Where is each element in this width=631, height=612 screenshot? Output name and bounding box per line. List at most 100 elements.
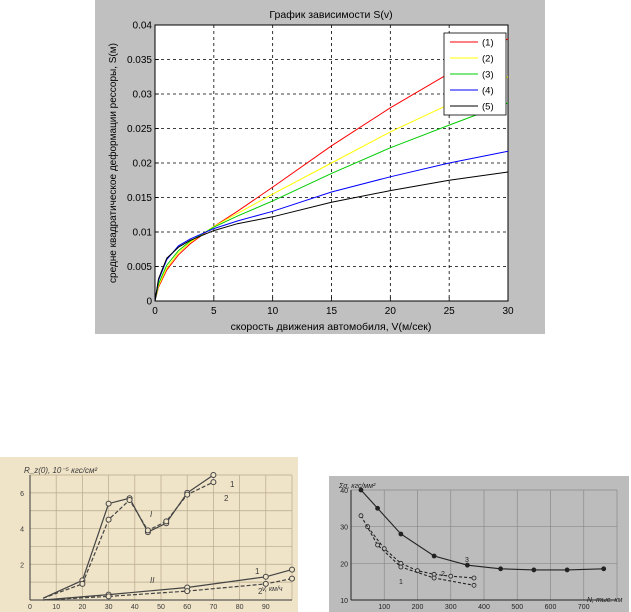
- y-ticks: 10 20 30 40: [340, 488, 348, 605]
- data-point: [144, 527, 151, 534]
- x-tick-label: 400: [478, 604, 490, 611]
- y-tick-label: 0.015: [127, 193, 152, 204]
- y-tick-label: 6: [20, 491, 24, 498]
- data-point: [564, 567, 570, 573]
- legend-label-4: (4): [482, 86, 494, 97]
- series-line-1: [154, 38, 509, 302]
- x-tick-label: 5: [211, 306, 217, 317]
- x-axis-label: v, км/ч: [262, 586, 283, 593]
- annotation-2: 2: [441, 571, 445, 578]
- x-tick-label: 200: [412, 604, 424, 611]
- data-point: [448, 573, 454, 579]
- data-point: [289, 566, 295, 573]
- data-point: [471, 575, 477, 581]
- legend-label-2: (2): [482, 54, 494, 65]
- x-tick-label: 20: [385, 306, 397, 317]
- y-tick-label: 20: [340, 561, 348, 568]
- x-tick-label: 50: [157, 604, 165, 611]
- data-point: [105, 593, 112, 600]
- chart-bottom-left: 0 10 20 30 40 50 60 70 80 90 2 4 6 R_z(0), 10⁻⁵ кгс…: [0, 457, 298, 612]
- y-tick-label: 0.04: [133, 21, 153, 32]
- data-point: [210, 472, 217, 478]
- data-point: [184, 491, 191, 498]
- annotation-1-top: 1: [230, 480, 235, 489]
- x-ticks: 0 5 10 15 20 25 30: [152, 297, 514, 317]
- chart-top: 0 5 10 15 20 25 30 0 0.005 0.01 0.015 0.02 0.025 0.0…: [95, 0, 545, 334]
- y-ticks: 2 4 6: [20, 491, 24, 569]
- annotation-I: I: [150, 510, 153, 519]
- x-tick-label: 10: [267, 306, 279, 317]
- data-point: [431, 575, 437, 581]
- legend: (1) (2) (3) (4) (5): [443, 32, 507, 116]
- series-line-2: [154, 76, 509, 302]
- data-point: [262, 580, 269, 587]
- series-line-5: [154, 171, 509, 302]
- chart-title: График зависимости S(v): [269, 9, 392, 21]
- data-point: [375, 542, 380, 548]
- data-point: [79, 580, 86, 587]
- x-tick-label: 0: [152, 306, 158, 317]
- y-tick-label: 40: [340, 488, 348, 495]
- y-axis-label: средне квадратическое деформации рессоры…: [107, 43, 119, 283]
- annotation-3: 3: [465, 557, 469, 564]
- y-axis-label: R_z(0), 10⁻⁵ кгс/см²: [24, 466, 97, 475]
- x-tick-label: 25: [444, 306, 456, 317]
- legend-label-1: (1): [482, 38, 494, 49]
- series-lines: [154, 38, 509, 302]
- x-tick-label: 15: [326, 306, 338, 317]
- x-ticks: 100 200 300 400 500 600 700: [378, 604, 589, 611]
- x-tick-label: 100: [378, 604, 390, 611]
- x-tick-label: 600: [545, 604, 557, 611]
- x-tick-label: 20: [79, 604, 87, 611]
- series-lines: [42, 472, 295, 601]
- y-tick-label: 0.025: [127, 124, 152, 135]
- series-line-4: [154, 150, 509, 302]
- series-line-2: [42, 481, 214, 599]
- annotation-1: 1: [399, 579, 403, 586]
- y-tick-label: 4: [20, 527, 24, 534]
- x-tick-label: 60: [183, 604, 191, 611]
- y-tick-label: 0.02: [133, 159, 153, 170]
- series-line-3: [154, 102, 509, 302]
- y-ticks: 0 0.005 0.01 0.015 0.02 0.025 0.03 0.035 0.04: [127, 21, 159, 308]
- y-tick-label: 0.03: [133, 90, 153, 101]
- y-axis-label: Σσ, кгс/мм²: [338, 483, 376, 490]
- data-point: [398, 531, 404, 537]
- y-tick-label: 10: [340, 598, 348, 605]
- data-point: [531, 567, 537, 573]
- x-tick-label: 70: [210, 604, 218, 611]
- data-point: [471, 582, 477, 588]
- x-tick-label: 80: [236, 604, 244, 611]
- data-point: [358, 513, 364, 519]
- data-point: [184, 588, 191, 595]
- data-point: [464, 562, 470, 568]
- x-tick-label: 0: [28, 604, 32, 611]
- x-tick-label: 40: [131, 604, 139, 611]
- data-point: [105, 516, 112, 523]
- x-tick-label: 10: [52, 604, 60, 611]
- x-tick-label: 700: [578, 604, 590, 611]
- y-tick-label: 0.005: [127, 262, 152, 273]
- y-tick-label: 0: [146, 297, 152, 308]
- data-point: [262, 573, 269, 580]
- annotation-2-bottom: 2: [258, 587, 263, 596]
- data-point: [105, 500, 112, 507]
- data-point: [498, 566, 504, 572]
- y-tick-label: 0.035: [127, 55, 152, 66]
- x-tick-label: 500: [511, 604, 523, 611]
- annotation-2-top: 2: [224, 494, 229, 503]
- legend-label-3: (3): [482, 70, 494, 81]
- data-point: [210, 479, 217, 486]
- data-point: [163, 518, 170, 525]
- x-tick-label: 300: [445, 604, 457, 611]
- annotation-II: II: [150, 576, 155, 585]
- y-tick-label: 30: [340, 525, 348, 532]
- data-point: [431, 553, 437, 559]
- chart-bottom-right: 100 200 300 400 500 600 700 10 20 30 40 Σσ, кгс/м…: [329, 476, 629, 612]
- x-tick-label: 30: [502, 306, 514, 317]
- annotation-1-bottom: 1: [255, 567, 260, 576]
- data-point: [126, 497, 133, 503]
- x-axis-label: N, тыс. км: [587, 597, 623, 604]
- x-ticks: 0 10 20 30 40 50 60 70 80 90: [28, 604, 270, 611]
- data-point: [375, 505, 380, 511]
